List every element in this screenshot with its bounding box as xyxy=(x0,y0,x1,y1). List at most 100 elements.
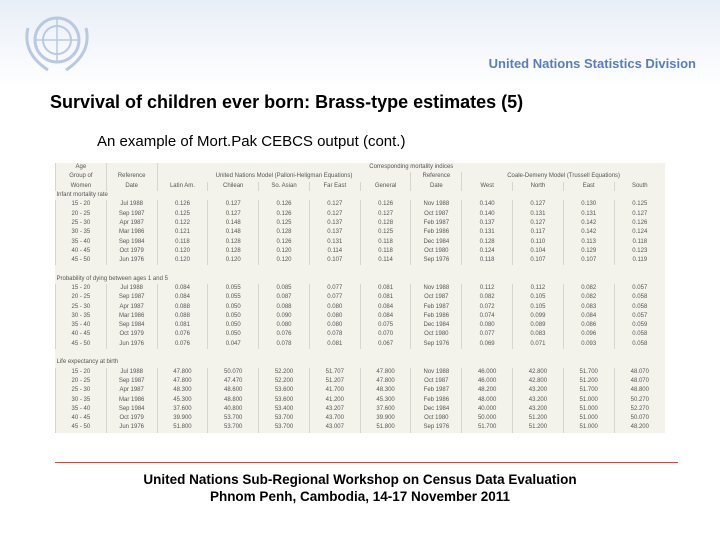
table-cell: 0.140 xyxy=(461,200,513,210)
table-cell: Mar 1986 xyxy=(105,311,158,322)
table-cell: Oct 1979 xyxy=(105,330,158,340)
table-cell: Sep 1984 xyxy=(105,321,158,331)
table-cell: 46.000 xyxy=(461,367,513,377)
table-cell: 35 - 40 xyxy=(55,404,107,415)
section-row: Infant mortality rate xyxy=(56,191,666,200)
table-cell: Sep 1987 xyxy=(105,293,158,303)
table-cell: 41.200 xyxy=(308,395,361,405)
head-cell: Reference xyxy=(410,172,462,182)
table-cell: 0.148 xyxy=(207,228,259,238)
table-cell: Latin Am. xyxy=(156,181,208,191)
table-cell: 0.077 xyxy=(461,330,513,340)
table-cell: 0.089 xyxy=(512,321,564,331)
table-cell: 0.127 xyxy=(308,209,361,219)
table-row: 45 - 50 Jun 1976 0.120 0.120 0.120 0.107 0.114… xyxy=(55,255,665,266)
section-row: Probability of dying between ages 1 and … xyxy=(56,275,666,284)
table-cell: 0.129 xyxy=(562,246,615,256)
table-cell: 0.080 xyxy=(461,321,513,331)
table-cell: 45 - 50 xyxy=(55,255,107,266)
table-cell: 45.300 xyxy=(156,395,208,405)
table-cell: 0.080 xyxy=(308,311,361,322)
table-cell: 0.076 xyxy=(156,330,208,340)
table-cell: 0.127 xyxy=(512,200,564,210)
table-cell: 25 - 30 xyxy=(55,218,107,229)
spacer-row xyxy=(56,349,666,358)
table-cell: 0.084 xyxy=(156,283,208,294)
un-logo xyxy=(25,16,89,72)
table-cell: 45.300 xyxy=(359,395,411,405)
table-cell: 0.124 xyxy=(613,228,665,238)
table-cell: 48.200 xyxy=(461,386,513,396)
table-cell: 0.126 xyxy=(258,237,310,247)
table-cell: 0.057 xyxy=(613,311,665,322)
table-cell: 0.124 xyxy=(461,246,513,256)
table-cell: 0.107 xyxy=(562,255,615,266)
table-cell: 0.123 xyxy=(613,246,665,256)
table-cell: 0.088 xyxy=(156,302,208,312)
head-cell: United Nations Model (Palloni-Heligman E… xyxy=(156,172,411,182)
table-row: 20 - 25 Sep 1987 0.084 0.055 0.087 0.077 0.081… xyxy=(55,293,665,303)
table-cell: 41.700 xyxy=(308,386,361,396)
table-cell: South xyxy=(613,181,665,191)
table-cell: 0.058 xyxy=(613,302,665,312)
table-cell: Dec 1984 xyxy=(410,321,462,331)
table-row: 30 - 35 Mar 1986 45.300 48.800 53.600 41.200 4… xyxy=(55,395,665,405)
table-cell: 48.000 xyxy=(461,395,513,405)
table-cell: Chilean xyxy=(207,181,259,191)
table-cell: 0.078 xyxy=(308,330,361,340)
table-cell: 0.081 xyxy=(359,283,411,294)
table-cell: 0.142 xyxy=(562,218,615,229)
table-cell: 52.200 xyxy=(258,376,310,387)
table-cell: 53.700 xyxy=(258,423,310,433)
table-cell: 0.148 xyxy=(207,218,259,229)
table-cell: 0.137 xyxy=(461,218,513,229)
table-row: 35 - 40 Sep 1984 0.081 0.050 0.080 0.080 0.075… xyxy=(55,321,665,331)
table-cell: 43.200 xyxy=(512,386,564,396)
table-row: 45 - 50 Jun 1976 51.800 53.700 53.700 43.007 5… xyxy=(55,423,665,433)
table-cell: 51.700 xyxy=(461,423,513,433)
table-row: 40 - 45 Oct 1979 0.076 0.050 0.076 0.078 0.070… xyxy=(55,330,665,340)
table-cell: 0.114 xyxy=(359,255,411,266)
table-cell: 0.105 xyxy=(512,302,564,312)
table-cell: 0.050 xyxy=(207,311,259,322)
table-cell: 40.000 xyxy=(461,404,513,415)
table-cell: Sep 1984 xyxy=(105,237,158,247)
head-cell: Corresponding mortality indices xyxy=(156,163,665,173)
table-cell: 0.080 xyxy=(308,302,361,312)
table-cell: 40 - 45 xyxy=(55,330,107,340)
table-cell: 50.000 xyxy=(461,414,513,424)
table-cell: 0.077 xyxy=(308,293,361,303)
table-row: 30 - 35 Mar 1986 0.121 0.148 0.128 0.137 0.125… xyxy=(55,228,665,238)
head-cell: Reference xyxy=(105,172,158,182)
table-cell: 0.084 xyxy=(156,293,208,303)
table-cell: Apr 1987 xyxy=(105,302,158,312)
table-cell: Sep 1987 xyxy=(105,209,158,219)
table-cell: 0.084 xyxy=(562,311,615,322)
table-cell: 40 - 45 xyxy=(55,246,107,256)
table-cell: 0.067 xyxy=(359,339,411,349)
table-cell: 20 - 25 xyxy=(55,376,107,387)
table-cell: 0.127 xyxy=(207,209,259,219)
table-cell: 0.127 xyxy=(512,218,564,229)
table-cell: 39.900 xyxy=(156,414,208,424)
table-cell: 0.140 xyxy=(461,209,513,219)
table-cell: 0.120 xyxy=(258,246,310,256)
table-cell: 0.057 xyxy=(613,283,665,294)
table-cell: 0.137 xyxy=(308,228,361,238)
table-cell: 53.700 xyxy=(207,414,259,424)
table-row: 30 - 35 Mar 1986 0.088 0.050 0.090 0.080 0.084… xyxy=(55,311,665,322)
output-table: Age Corresponding mortality indices Group… xyxy=(55,163,665,433)
table-cell: Jul 1988 xyxy=(105,200,158,210)
table-row: 40 - 45 Oct 1979 39.900 53.700 53.700 43.700 3… xyxy=(55,414,665,424)
table-cell: 51.700 xyxy=(562,367,615,377)
table-cell: 0.076 xyxy=(258,330,310,340)
table-cell: 51.000 xyxy=(562,423,615,433)
table-cell: 0.090 xyxy=(258,311,310,322)
table-cell: 0.121 xyxy=(156,228,208,238)
table-cell: 40.800 xyxy=(207,404,259,415)
table-cell: 43.200 xyxy=(512,404,564,415)
table-cell: 0.083 xyxy=(512,330,564,340)
table-cell: Jun 1976 xyxy=(105,423,158,433)
table-cell: 0.125 xyxy=(258,218,310,229)
table-cell: Nov 1988 xyxy=(410,367,462,377)
